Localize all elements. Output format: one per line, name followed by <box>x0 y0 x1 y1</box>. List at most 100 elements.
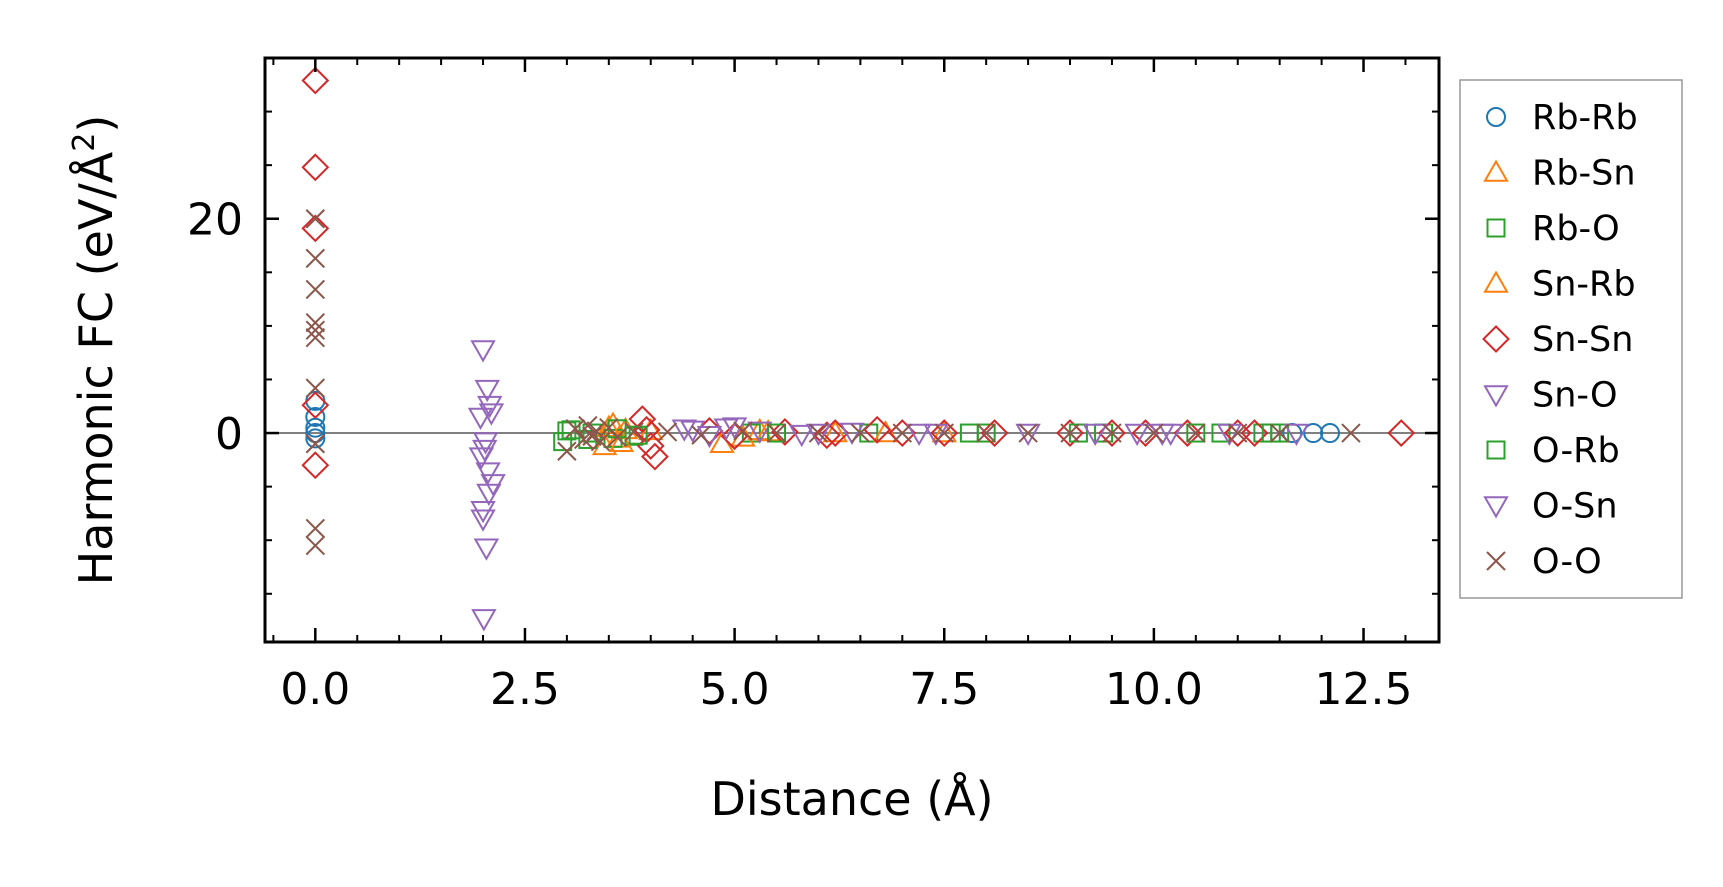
data-point-rb-rb <box>305 423 326 444</box>
data-point-o-o <box>1060 423 1080 443</box>
data-point-sn-sn <box>636 431 665 460</box>
legend-marker-o-rb <box>1486 440 1506 460</box>
data-point-o-o <box>1102 423 1122 443</box>
legend-label: Sn-Sn <box>1532 320 1633 360</box>
data-point-sn-o <box>468 447 495 470</box>
data-point-o-sn <box>470 509 496 532</box>
legend-marker-rb-sn <box>1483 159 1509 182</box>
data-point-rb-o <box>561 420 581 440</box>
data-point-o-o <box>766 423 787 443</box>
data-point-o-sn <box>805 423 832 447</box>
legend-item-sn-sn: Sn-Sn <box>1482 320 1633 360</box>
data-point-sn-sn <box>301 66 330 95</box>
data-point-o-o <box>305 327 326 348</box>
legend-marker-sn-sn <box>1482 325 1510 353</box>
legend-items: Rb-Rb Rb-Sn Rb-O Sn-Rb Sn-Sn Sn-O O-Rb O-Sn O-O <box>1482 98 1638 582</box>
data-point-sn-sn <box>301 391 330 420</box>
legend-marker-sn-o <box>1483 385 1509 408</box>
data-point-sn-o <box>474 379 500 403</box>
x-tick-label: 12.5 <box>1315 664 1413 715</box>
data-point-sn-sn <box>771 418 799 446</box>
data-point-o-o <box>1144 423 1164 443</box>
data-point-rb-rb <box>305 428 326 449</box>
data-point-sn-sn <box>641 442 669 471</box>
data-point-o-sn <box>473 538 500 561</box>
data-point-o-o <box>892 423 913 443</box>
data-point-o-o <box>305 378 326 398</box>
legend-box <box>1459 79 1683 599</box>
data-point-sn-sn <box>980 419 1009 447</box>
y-axis-title-sup: 2 <box>67 133 102 152</box>
legend-marker-rb-rb <box>1486 107 1506 127</box>
data-point-sn-o <box>475 462 501 485</box>
data-point-o-o <box>607 427 627 448</box>
data-point-o-rb <box>1186 423 1206 443</box>
legend-label: Sn-Rb <box>1532 265 1636 305</box>
data-point-sn-o <box>1283 423 1310 447</box>
data-point-sn-o <box>470 500 496 524</box>
y-axis-title-close: ) <box>69 115 123 133</box>
legend-item-o-o: O-O <box>1486 542 1602 582</box>
data-point-sn-o <box>906 423 932 447</box>
legend-marker-sn-rb <box>1483 270 1509 293</box>
data-point-sn-sn <box>1056 419 1084 447</box>
y-tick-label: 20 <box>187 195 243 246</box>
data-point-sn-sn <box>301 214 330 243</box>
x-tick-label: 2.5 <box>490 664 560 715</box>
data-point-sn-sn <box>301 153 330 182</box>
x-tick-label: 7.5 <box>909 664 979 715</box>
data-point-o-o <box>305 434 326 454</box>
y-axis-title: Harmonic FC (eV/Å2) <box>67 115 123 586</box>
data-point-rb-rb <box>1319 423 1340 444</box>
data-point-rb-rb <box>1303 423 1324 444</box>
data-point-o-o <box>305 312 326 333</box>
data-point-o-o <box>850 423 871 443</box>
legend-item-o-sn: O-Sn <box>1483 487 1618 527</box>
data-point-o-o <box>1186 423 1206 443</box>
legend-item-rb-sn: Rb-Sn <box>1483 154 1636 194</box>
data-point-sn-sn <box>930 419 959 447</box>
data-point-sn-o <box>1124 423 1150 447</box>
data-point-o-o <box>808 423 829 443</box>
data-point-o-o <box>934 423 954 443</box>
data-point-sn-o <box>747 421 773 444</box>
legend-label: Rb-O <box>1532 209 1620 249</box>
series-sn-sn <box>301 66 1416 480</box>
data-point-sn-o <box>788 424 815 448</box>
data-point-rb-rb <box>305 406 326 427</box>
legend-label: O-Sn <box>1532 487 1618 527</box>
legend-label: O-Rb <box>1532 431 1620 471</box>
data-point-o-o <box>305 248 326 269</box>
legend-item-rb-rb: Rb-Rb <box>1486 98 1638 138</box>
data-point-o-o <box>305 535 326 556</box>
x-tick-label: 5.0 <box>700 664 770 715</box>
data-point-o-o <box>565 419 585 439</box>
series-o-o <box>305 209 1361 556</box>
ticks-layer: 0.0 2.5 5.0 7.5 10.0 12.5 0 20 <box>187 57 1439 715</box>
data-point-o-o <box>578 415 598 436</box>
data-point-o-o <box>1228 423 1248 443</box>
data-point-sn-o <box>470 340 496 363</box>
data-point-o-o <box>1269 423 1290 443</box>
y-axis-title-main: Harmonic FC (eV/Å <box>69 151 123 585</box>
legend-item-rb-o: Rb-O <box>1486 209 1620 249</box>
data-point-o-o <box>305 209 326 229</box>
data-point-o-o <box>1018 423 1038 443</box>
data-point-o-o <box>976 423 996 443</box>
data-point-o-o <box>586 421 606 441</box>
x-tick-label: 0.0 <box>280 664 350 715</box>
series-sn-o <box>468 340 1310 524</box>
legend-item-sn-o: Sn-O <box>1483 376 1618 416</box>
data-point-o-o <box>691 425 711 445</box>
data-point-o-sn <box>476 483 502 507</box>
data-point-o-o <box>305 320 326 340</box>
y-tick-label: 0 <box>215 409 243 460</box>
legend-marker-o-sn <box>1483 496 1509 519</box>
data-point-sn-rb <box>608 429 635 452</box>
data-point-o-o <box>733 421 753 441</box>
legend-marker-o-o <box>1486 551 1506 571</box>
data-point-o-o <box>624 422 644 442</box>
data-point-rb-sn <box>822 420 848 443</box>
